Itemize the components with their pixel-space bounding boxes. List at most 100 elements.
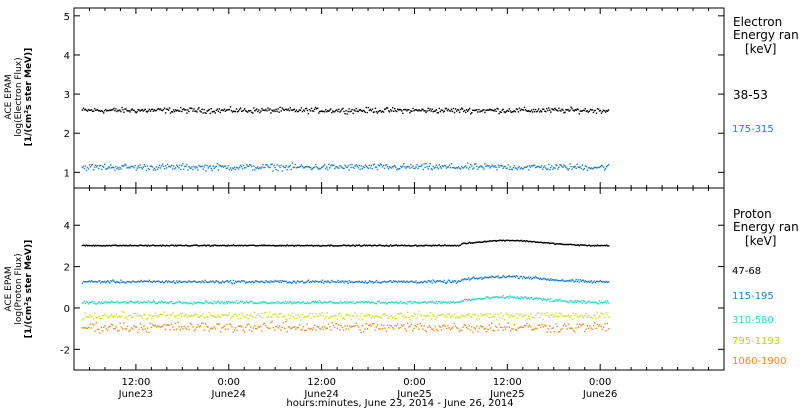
data-point — [158, 164, 161, 167]
data-point — [178, 326, 180, 328]
data-point — [128, 315, 130, 317]
data-point — [567, 244, 569, 246]
data-point — [358, 164, 360, 167]
data-point — [167, 314, 169, 316]
data-point — [491, 322, 493, 324]
data-point — [268, 166, 270, 168]
data-point — [577, 244, 579, 246]
data-point — [81, 302, 84, 304]
data-point — [286, 168, 288, 171]
data-point — [474, 277, 476, 280]
data-point — [567, 169, 569, 171]
data-point — [224, 314, 227, 316]
data-point — [383, 280, 386, 282]
data-point — [571, 318, 573, 320]
data-point — [130, 165, 132, 168]
data-point — [476, 241, 478, 243]
data-point — [206, 325, 208, 328]
data-point — [292, 302, 294, 304]
data-point — [111, 244, 113, 247]
data-point — [168, 165, 171, 167]
data-point — [453, 167, 456, 169]
data-point — [168, 245, 171, 247]
data-point — [534, 108, 537, 111]
data-point — [180, 244, 182, 247]
data-point — [114, 315, 116, 317]
data-point — [265, 302, 267, 304]
data-point — [476, 298, 478, 300]
data-point — [379, 163, 382, 165]
data-point — [233, 329, 236, 331]
data-point — [394, 318, 396, 320]
data-point — [169, 314, 171, 316]
data-point — [440, 301, 442, 303]
x-tick-date-label: June26 — [582, 389, 618, 400]
data-point — [118, 281, 120, 283]
data-point — [439, 245, 441, 247]
data-point — [501, 276, 503, 278]
data-point — [265, 324, 267, 327]
data-point — [348, 108, 350, 110]
data-point — [330, 300, 332, 302]
data-point — [237, 110, 240, 112]
data-point — [93, 324, 95, 326]
data-point — [215, 165, 217, 168]
data-point — [155, 244, 158, 247]
data-point — [595, 301, 598, 304]
data-point — [247, 302, 249, 304]
data-point — [453, 302, 456, 304]
data-point — [403, 280, 405, 282]
data-point — [506, 109, 508, 112]
data-point — [425, 281, 427, 283]
data-point — [489, 167, 491, 169]
data-point — [136, 111, 138, 113]
data-point — [382, 281, 385, 283]
data-point — [485, 276, 487, 279]
data-point — [474, 163, 476, 165]
data-point — [256, 327, 258, 330]
data-point — [228, 323, 231, 325]
data-point — [208, 109, 210, 111]
data-point — [545, 110, 547, 113]
data-point — [285, 318, 287, 320]
data-point — [256, 245, 258, 247]
data-point — [258, 301, 260, 304]
data-point — [167, 109, 170, 111]
data-point — [137, 109, 139, 111]
data-point — [278, 245, 280, 247]
data-point — [471, 326, 473, 328]
data-point — [580, 110, 582, 112]
data-point — [532, 329, 534, 331]
data-point — [538, 277, 540, 280]
data-point — [196, 326, 198, 328]
data-point — [607, 164, 610, 166]
data-point — [413, 301, 415, 303]
data-point — [288, 281, 290, 283]
data-point — [184, 327, 187, 329]
data-point — [405, 281, 407, 284]
data-point — [356, 110, 358, 112]
data-point — [341, 244, 343, 247]
data-point — [106, 317, 109, 319]
data-point — [171, 281, 173, 283]
data-point — [461, 167, 464, 169]
data-point — [99, 301, 101, 304]
data-point — [272, 170, 274, 172]
data-point — [243, 316, 246, 318]
data-point — [519, 275, 522, 278]
data-point — [556, 243, 558, 245]
data-point — [414, 281, 416, 283]
data-point — [441, 280, 444, 283]
data-point — [301, 165, 304, 168]
data-point — [126, 301, 128, 304]
data-point — [184, 280, 186, 283]
data-point — [185, 302, 187, 305]
data-point — [176, 164, 178, 166]
data-point — [214, 166, 216, 168]
data-point — [569, 327, 571, 329]
data-point — [461, 299, 464, 302]
data-point — [205, 281, 207, 283]
data-point — [352, 166, 354, 169]
data-point — [402, 281, 404, 283]
data-point — [378, 328, 380, 330]
